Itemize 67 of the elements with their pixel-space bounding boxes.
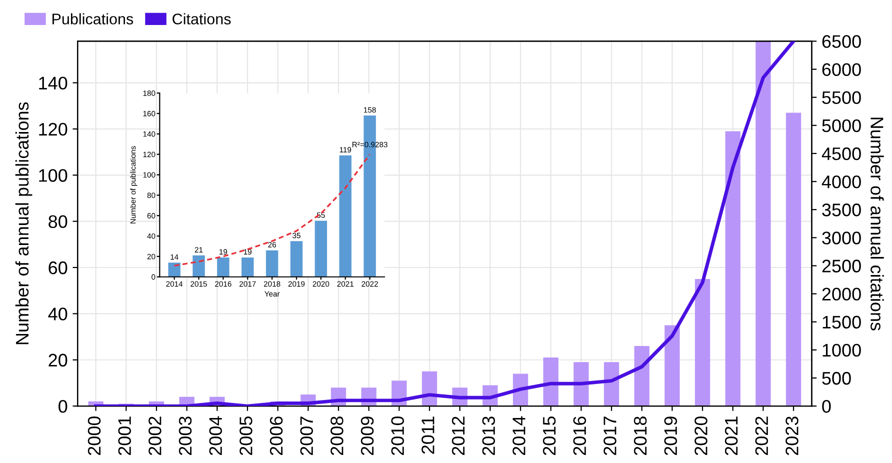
- y2-tick-label: 2500: [822, 260, 861, 272]
- bar: [290, 241, 303, 277]
- y2-tick-label: 0: [822, 400, 831, 413]
- y2-tick-label: 3500: [822, 204, 861, 216]
- x-tick-label: 2017: [604, 416, 616, 456]
- bar: [756, 41, 771, 406]
- y-axis-title: Number of annual publications: [15, 102, 32, 344]
- x-tick-label: 2001: [118, 416, 131, 456]
- bar: [192, 255, 205, 277]
- bar: [242, 257, 254, 277]
- bar: [217, 257, 230, 277]
- y-tick-label: 40: [48, 308, 68, 320]
- y-tick-label: 100: [39, 169, 68, 182]
- bar: [314, 220, 328, 277]
- bar: [574, 362, 589, 406]
- y-tick-label: 60: [48, 261, 68, 274]
- x-tick-label: 2005: [240, 416, 252, 456]
- x-tick-label: 2014: [512, 416, 526, 456]
- y2-tick-label: 4500: [822, 147, 861, 160]
- x-tick-label: 2020: [694, 416, 708, 456]
- y2-tick-label: 1000: [822, 344, 861, 357]
- bar: [786, 112, 802, 406]
- y2-tick-label: 5500: [822, 91, 861, 104]
- bar: [664, 325, 680, 406]
- bar: [604, 362, 620, 406]
- x-tick-label: 2010: [391, 416, 404, 456]
- bar: [168, 262, 180, 277]
- bar: [339, 155, 352, 277]
- y-tick-label: 20: [48, 354, 68, 367]
- x-tick-label: 2002: [148, 416, 162, 456]
- bar: [543, 358, 558, 406]
- x-tick-label: 2012: [452, 416, 465, 456]
- x-tick-label: 2022: [755, 416, 768, 456]
- x-tick-label: 2016: [573, 416, 586, 456]
- x-tick-label: 2000: [88, 416, 101, 456]
- x-tick-label: 2003: [178, 416, 192, 456]
- x-tick-label: 2007: [300, 416, 313, 456]
- x-tick-label: 2004: [209, 416, 222, 456]
- y2-tick-label: 1500: [822, 316, 861, 329]
- x-tick-label: 2018: [634, 416, 647, 456]
- x-tick-label: 2013: [482, 416, 496, 456]
- line-series: [94, 41, 796, 406]
- bar: [634, 346, 650, 406]
- y2-tick-label: 3000: [822, 232, 861, 244]
- legend-label: Citations: [172, 13, 231, 24]
- x-tick-label: 2009: [360, 416, 374, 456]
- y2-tick-label: 500: [822, 372, 851, 385]
- bar: [694, 279, 710, 406]
- x-tick-label: 2015: [542, 416, 556, 456]
- y2-tick-label: 5000: [822, 119, 861, 132]
- y-tick-label: 80: [48, 215, 68, 228]
- x-tick-label: 2019: [664, 416, 678, 456]
- y2-axis-title: Number of annual citations: [870, 118, 884, 330]
- y2-tick-label: 4000: [822, 175, 861, 188]
- y-tick-label: 140: [39, 76, 68, 90]
- y-tick-label: 120: [39, 122, 68, 136]
- x-tick-label: 2011: [422, 416, 434, 454]
- y2-tick-label: 6000: [822, 63, 861, 76]
- y2-tick-label: 6500: [822, 35, 861, 48]
- x-tick-label: 2008: [330, 416, 344, 456]
- bar: [266, 250, 278, 277]
- x-tick-label: 2023: [786, 416, 798, 456]
- bar: [725, 131, 740, 406]
- y-tick-label: 0: [58, 400, 68, 413]
- x-tick-label: 2006: [270, 416, 283, 456]
- legend-label: Publications: [52, 13, 134, 24]
- x-tick-label: 2021: [724, 416, 738, 456]
